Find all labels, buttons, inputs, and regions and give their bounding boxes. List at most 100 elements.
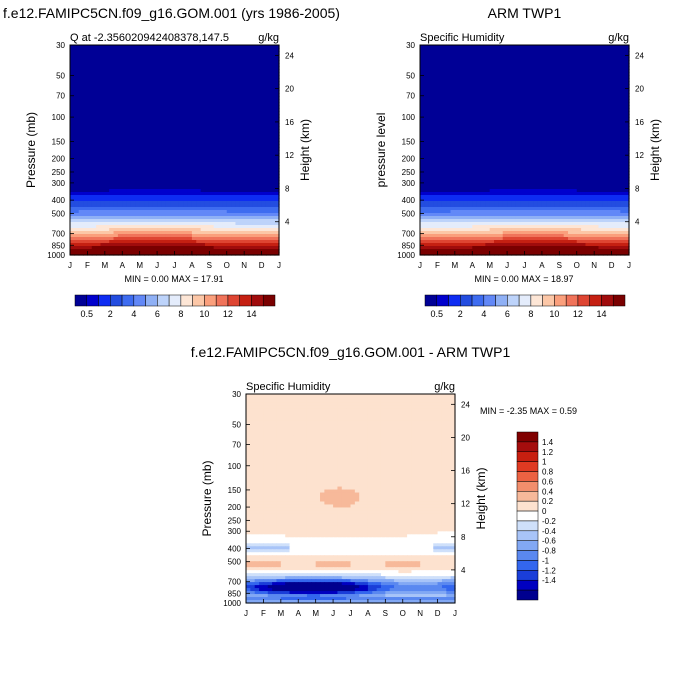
heatmap-cell <box>248 63 254 67</box>
heatmap-cell <box>96 111 102 115</box>
heatmap-cell <box>91 60 97 64</box>
heatmap-cell <box>239 78 245 82</box>
heatmap-cell <box>161 237 167 241</box>
heatmap-cell <box>450 138 456 142</box>
heatmap-cell <box>528 60 534 64</box>
heatmap-cell <box>450 72 456 76</box>
heatmap-cell <box>252 237 258 241</box>
heatmap-cell <box>126 114 132 118</box>
heatmap-cell <box>161 195 167 199</box>
heatmap-cell <box>624 66 630 70</box>
heatmap-cell <box>196 165 202 169</box>
heatmap-cell <box>235 105 241 109</box>
heatmap-cell <box>433 120 439 124</box>
heatmap-cell <box>152 120 158 124</box>
heatmap-cell <box>209 177 215 181</box>
heatmap-cell <box>191 246 197 250</box>
heatmap-cell <box>581 78 587 82</box>
heatmap-cell <box>472 66 478 70</box>
heatmap-cell <box>191 174 197 178</box>
heatmap-cell <box>463 99 469 103</box>
heatmap-cell <box>161 99 167 103</box>
heatmap-cell <box>148 162 154 166</box>
heatmap-cell <box>157 252 163 256</box>
heatmap-cell <box>494 117 499 121</box>
heatmap-cell <box>222 102 228 106</box>
heatmap-cell <box>222 204 228 208</box>
heatmap-cell <box>126 123 132 127</box>
heatmap-cell <box>507 60 513 64</box>
heatmap-cell <box>546 129 552 133</box>
heatmap-cell <box>83 171 89 175</box>
heatmap-cell <box>218 168 223 172</box>
heatmap-cell <box>550 93 556 97</box>
heatmap-cell <box>257 201 263 205</box>
heatmap-cell <box>480 126 486 130</box>
heatmap-cell <box>274 177 280 181</box>
heatmap-cell <box>148 222 154 226</box>
heatmap-cell <box>437 114 443 118</box>
heatmap-cell <box>507 54 513 58</box>
heatmap-cell <box>130 111 136 115</box>
heatmap-cell <box>209 243 215 247</box>
heatmap-cell <box>183 162 189 166</box>
heatmap-cell <box>537 123 543 127</box>
heatmap-cell <box>135 135 141 139</box>
heatmap-cell <box>130 123 136 127</box>
heatmap-cell <box>274 180 280 184</box>
heatmap-cell <box>135 120 141 124</box>
heatmap-cell <box>270 189 276 193</box>
heatmap-cell <box>572 63 578 67</box>
heatmap-cell <box>96 204 102 208</box>
heatmap-cell <box>420 69 425 73</box>
heatmap-cell <box>222 186 228 190</box>
heatmap-cell <box>252 66 258 70</box>
heatmap-cell <box>244 165 250 169</box>
heatmap-cell <box>178 102 184 106</box>
heatmap-cell <box>498 96 504 100</box>
heatmap-cell <box>187 237 193 241</box>
heatmap-cell <box>537 117 543 121</box>
heatmap-cell <box>428 129 434 133</box>
heatmap-cell <box>472 135 478 139</box>
heatmap-cell <box>178 84 184 88</box>
heatmap-cell <box>135 225 141 229</box>
heatmap-cell <box>441 66 447 70</box>
heatmap-cell <box>576 72 582 76</box>
heatmap-cell <box>515 108 521 112</box>
heatmap-cell <box>196 210 202 214</box>
heatmap-cell <box>589 63 595 67</box>
heatmap-cell <box>554 72 560 76</box>
heatmap-cell <box>209 201 215 205</box>
heatmap-cell <box>550 63 556 67</box>
heatmap-cell <box>126 147 132 151</box>
heatmap-cell <box>463 78 469 82</box>
heatmap-cell <box>104 144 110 148</box>
heatmap-cell <box>274 165 280 169</box>
heatmap-cell <box>126 189 132 193</box>
heatmap-cell <box>620 135 626 139</box>
heatmap-cell <box>476 78 482 82</box>
heatmap-cell <box>494 96 499 100</box>
heatmap-cell <box>261 186 267 190</box>
heatmap-cell <box>231 150 237 154</box>
heatmap-cell <box>554 60 560 64</box>
heatmap-cell <box>222 177 228 181</box>
heatmap-cell <box>96 132 102 136</box>
heatmap-cell <box>226 156 232 160</box>
heatmap-cell <box>585 138 591 142</box>
heatmap-cell <box>157 75 163 79</box>
heatmap-cell <box>459 93 465 97</box>
heatmap-cell <box>624 117 630 121</box>
heatmap-cell <box>135 111 141 115</box>
heatmap-cell <box>104 177 110 181</box>
heatmap-cell <box>270 126 276 130</box>
heatmap-cell <box>607 90 613 94</box>
heatmap-cell <box>467 99 473 103</box>
heatmap-cell <box>113 198 119 202</box>
heatmap-cell <box>78 252 84 256</box>
heatmap-cell <box>74 54 80 58</box>
heatmap-cell <box>104 252 110 256</box>
heatmap-cell <box>261 69 267 73</box>
heatmap-cell <box>117 108 123 112</box>
